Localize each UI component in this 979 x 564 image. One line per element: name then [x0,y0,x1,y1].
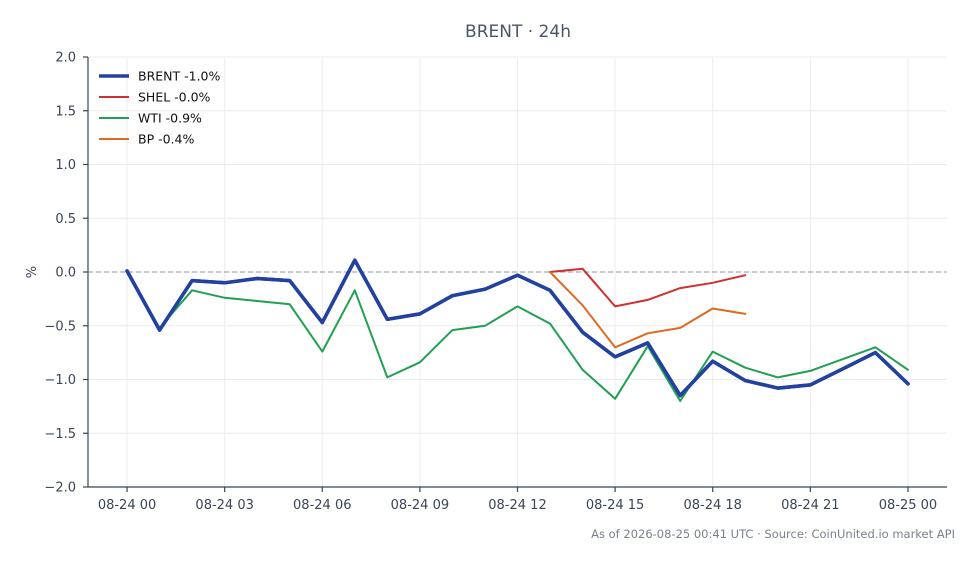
legend-label-1: SHEL -0.0% [138,90,211,105]
x-tick-label-6: 08-24 18 [684,498,742,513]
x-tick-label-1: 08-24 03 [195,498,253,513]
series-line-2 [126,271,909,402]
series-line-3 [549,271,747,349]
y-axis-ticks: 2.0 1.5 1.0 0.5 0.0 −0.5 −1.0 −1.5 −2.0 [44,51,88,496]
x-tick-label-2: 08-24 06 [293,498,351,513]
x-tick-label-3: 08-24 09 [391,498,449,513]
x-tick-label-8: 08-25 00 [879,498,937,513]
y-tick-label-1: 1.5 [55,104,76,119]
x-tick-label-4: 08-24 12 [488,498,546,513]
y-tick-label-4: 0.0 [55,266,76,281]
y-tick-label-6: −1.0 [44,373,76,388]
y-tick-label-5: −0.5 [44,319,76,334]
x-tick-label-5: 08-24 15 [586,498,644,513]
y-tick-label-8: −2.0 [44,481,76,496]
footer-source-note: As of 2026-08-25 00:41 UTC · Source: Coi… [591,527,955,541]
y-tick-label-0: 2.0 [55,51,76,66]
series-line-brent-top [125,258,910,398]
x-tick-label-0: 08-24 00 [98,498,156,513]
y-axis-label: % [25,266,40,278]
x-tick-label-7: 08-24 21 [781,498,839,513]
legend-label-2: WTI -0.9% [138,111,202,126]
series-lines [125,258,910,402]
y-tick-label-7: −1.5 [44,427,76,442]
series-line-1 [549,267,747,308]
y-tick-label-3: 0.5 [55,212,76,227]
y-tick-label-2: 1.0 [55,158,76,173]
x-axis-ticks: 08-24 00 08-24 03 08-24 06 08-24 09 08-24 12… [98,487,937,513]
chart-title: BRENT · 24h [465,22,571,42]
legend-label-3: BP -0.4% [138,132,194,147]
legend: BRENT -1.0% SHEL -0.0% WTI -0.9% BP -0.4% [99,69,221,147]
legend-label-0: BRENT -1.0% [138,69,221,84]
